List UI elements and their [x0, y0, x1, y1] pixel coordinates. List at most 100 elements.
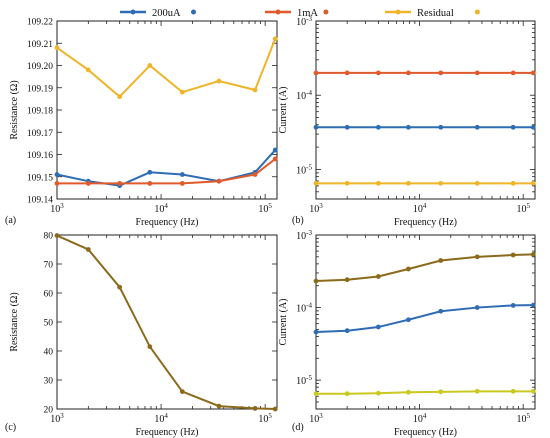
series-1ma: [54, 156, 278, 186]
panel-a: 103 104 105 109.14 109.15 109.16 109.17 109.18 1…: [5, 18, 278, 228]
x-tick-label: 104: [154, 202, 168, 215]
data-point: [438, 180, 444, 186]
data-point: [438, 389, 444, 395]
x-tick-label: 104: [154, 412, 168, 425]
y-axis-label: Current (A): [278, 87, 289, 134]
y-axis-label: Resistance (Ω): [9, 292, 20, 351]
data-point: [375, 70, 381, 76]
data-point: [530, 302, 536, 308]
x-axis-label: Frequency (Hz): [135, 217, 198, 228]
legend: 200uA 1mA Residual: [120, 8, 480, 19]
panel-b: 103 104 105 10-3 10-4 10-5 Frequency (Hz) Curre…: [278, 15, 536, 228]
x-tick-label: 105: [516, 412, 530, 425]
legend-entry: Residual: [385, 8, 480, 19]
data-point: [147, 344, 153, 350]
y-tick-label: 10-4: [296, 89, 312, 102]
data-point: [406, 180, 411, 186]
data-point: [272, 156, 278, 162]
legend-label: 1mA: [297, 8, 318, 19]
data-point: [438, 124, 444, 130]
y-tick-label: 80: [44, 232, 54, 242]
legend-swatch-marker: [395, 9, 401, 15]
panel-label: (d): [292, 422, 304, 433]
y-tick-label: 109.14: [27, 196, 53, 206]
legend-swatch-marker: [275, 9, 281, 15]
x-axis-label: Frequency (Hz): [394, 427, 457, 438]
y-axis-label: Resistance (Ω): [9, 80, 20, 139]
y-tick-label: 109.21: [27, 40, 53, 50]
data-point: [313, 391, 319, 397]
data-point: [147, 169, 153, 175]
data-point: [147, 63, 153, 68]
series-line: [315, 253, 534, 283]
data-point: [216, 78, 222, 84]
data-point: [406, 266, 411, 272]
plot-frame: [56, 234, 278, 410]
series-residual: [313, 180, 536, 186]
data-point: [313, 124, 319, 130]
data-point: [179, 89, 185, 95]
series-line: [57, 158, 276, 185]
x-axis-label: Frequency (Hz): [135, 427, 198, 438]
data-point: [530, 124, 536, 130]
x-tick-label: 103: [309, 202, 323, 215]
data-point: [272, 147, 278, 153]
series-line: [316, 390, 534, 395]
plot-frame: [315, 20, 536, 200]
y-tick-label: 10-5: [296, 374, 312, 387]
data-point: [85, 67, 91, 73]
plot-frame: [56, 20, 278, 200]
data-point: [85, 247, 91, 252]
data-point: [147, 181, 153, 186]
y-axis-label: Current (A): [278, 299, 289, 346]
y-tick-label: 10-3: [296, 15, 312, 28]
data-point: [474, 388, 480, 394]
panel-label: (a): [5, 215, 16, 226]
legend-dot: [191, 9, 196, 15]
legend-dot: [323, 9, 329, 15]
data-point: [54, 181, 60, 186]
data-point: [375, 274, 381, 279]
y-tick-label: 109.20: [27, 62, 53, 72]
data-point: [344, 277, 350, 283]
data-point: [216, 403, 222, 409]
data-point: [530, 70, 536, 76]
data-point: [375, 124, 381, 130]
panel-c: 103 104 105 20 30 40 50 60 70 80 Frequency (Hz) Res…: [5, 232, 278, 438]
data-point: [344, 328, 350, 334]
y-tick-label: 50: [44, 319, 54, 329]
data-point: [406, 124, 411, 130]
y-tick-label: 10-4: [296, 302, 312, 315]
series-1ma: [313, 70, 536, 76]
data-point: [54, 233, 60, 238]
y-tick-label: 60: [44, 290, 54, 300]
data-point: [510, 70, 516, 76]
data-point: [474, 305, 480, 310]
data-point: [179, 389, 185, 394]
y-tick-label: 10-5: [296, 163, 312, 176]
series-line: [56, 234, 276, 410]
data-point: [344, 180, 350, 186]
data-point: [313, 70, 319, 76]
series-line: [56, 38, 277, 99]
data-point: [375, 390, 381, 396]
panel-d: 103 104 105 10-3 10-4 10-5 Frequency (Hz) Curre…: [278, 229, 536, 438]
legend-swatch-marker: [130, 9, 136, 15]
series-trace: [54, 233, 278, 412]
data-point: [313, 180, 319, 186]
y-tick-label: 109.22: [27, 18, 53, 28]
data-point: [530, 388, 536, 394]
y-tick-label: 109.17: [27, 129, 53, 139]
data-point: [530, 180, 536, 186]
data-point: [438, 258, 444, 263]
data-point: [474, 70, 480, 76]
data-point: [510, 252, 516, 258]
data-point: [179, 172, 185, 177]
data-point: [344, 391, 350, 397]
data-point: [272, 406, 278, 412]
data-point: [406, 70, 411, 76]
data-point: [406, 317, 411, 323]
data-point: [216, 178, 222, 184]
data-point: [474, 254, 480, 260]
